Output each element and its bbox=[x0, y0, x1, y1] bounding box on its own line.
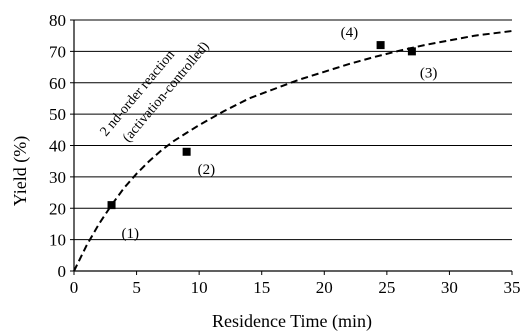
data-point-label-3: (3) bbox=[420, 65, 438, 81]
point-labels: (1) (2) (3) (4) bbox=[122, 25, 438, 242]
data-point-4 bbox=[376, 41, 385, 50]
data-point-2 bbox=[182, 147, 191, 156]
fit-curve bbox=[73, 30, 513, 272]
fit-curve-line bbox=[73, 30, 513, 272]
y-tick-label-0: 0 bbox=[58, 262, 67, 281]
y-tick-label-20: 20 bbox=[49, 199, 66, 218]
y-axis-title: Yield (%) bbox=[10, 136, 31, 206]
data-point-3 bbox=[407, 47, 416, 56]
reaction-annotation: 2 nd-order reaction (activation-controll… bbox=[98, 26, 213, 154]
tick-labels: 0 10 20 30 40 50 60 70 80 0 5 10 15 20 25 30 35 bbox=[49, 11, 521, 297]
data-points bbox=[107, 41, 416, 210]
y-tick-label-50: 50 bbox=[49, 105, 66, 124]
x-tick-label-0: 0 bbox=[70, 278, 79, 297]
y-tick-label-40: 40 bbox=[49, 137, 66, 156]
x-tick-label-15: 15 bbox=[253, 278, 270, 297]
x-tick-label-25: 25 bbox=[378, 278, 395, 297]
x-tick-label-20: 20 bbox=[316, 278, 333, 297]
x-axis-title: Residence Time (min) bbox=[212, 311, 372, 332]
y-tick-label-60: 60 bbox=[49, 74, 66, 93]
data-point-1 bbox=[107, 201, 116, 210]
x-tick-label-30: 30 bbox=[441, 278, 458, 297]
data-point-label-2: (2) bbox=[198, 162, 216, 178]
y-tick-label-80: 80 bbox=[49, 11, 66, 30]
y-tick-label-70: 70 bbox=[49, 42, 66, 61]
x-tick-label-10: 10 bbox=[191, 278, 208, 297]
data-point-label-1: (1) bbox=[122, 226, 139, 242]
y-tick-label-30: 30 bbox=[49, 168, 66, 187]
x-tick-label-35: 35 bbox=[504, 278, 521, 297]
y-tick-label-10: 10 bbox=[49, 231, 66, 250]
data-point-label-4: (4) bbox=[341, 25, 359, 41]
x-tick-label-5: 5 bbox=[132, 278, 141, 297]
